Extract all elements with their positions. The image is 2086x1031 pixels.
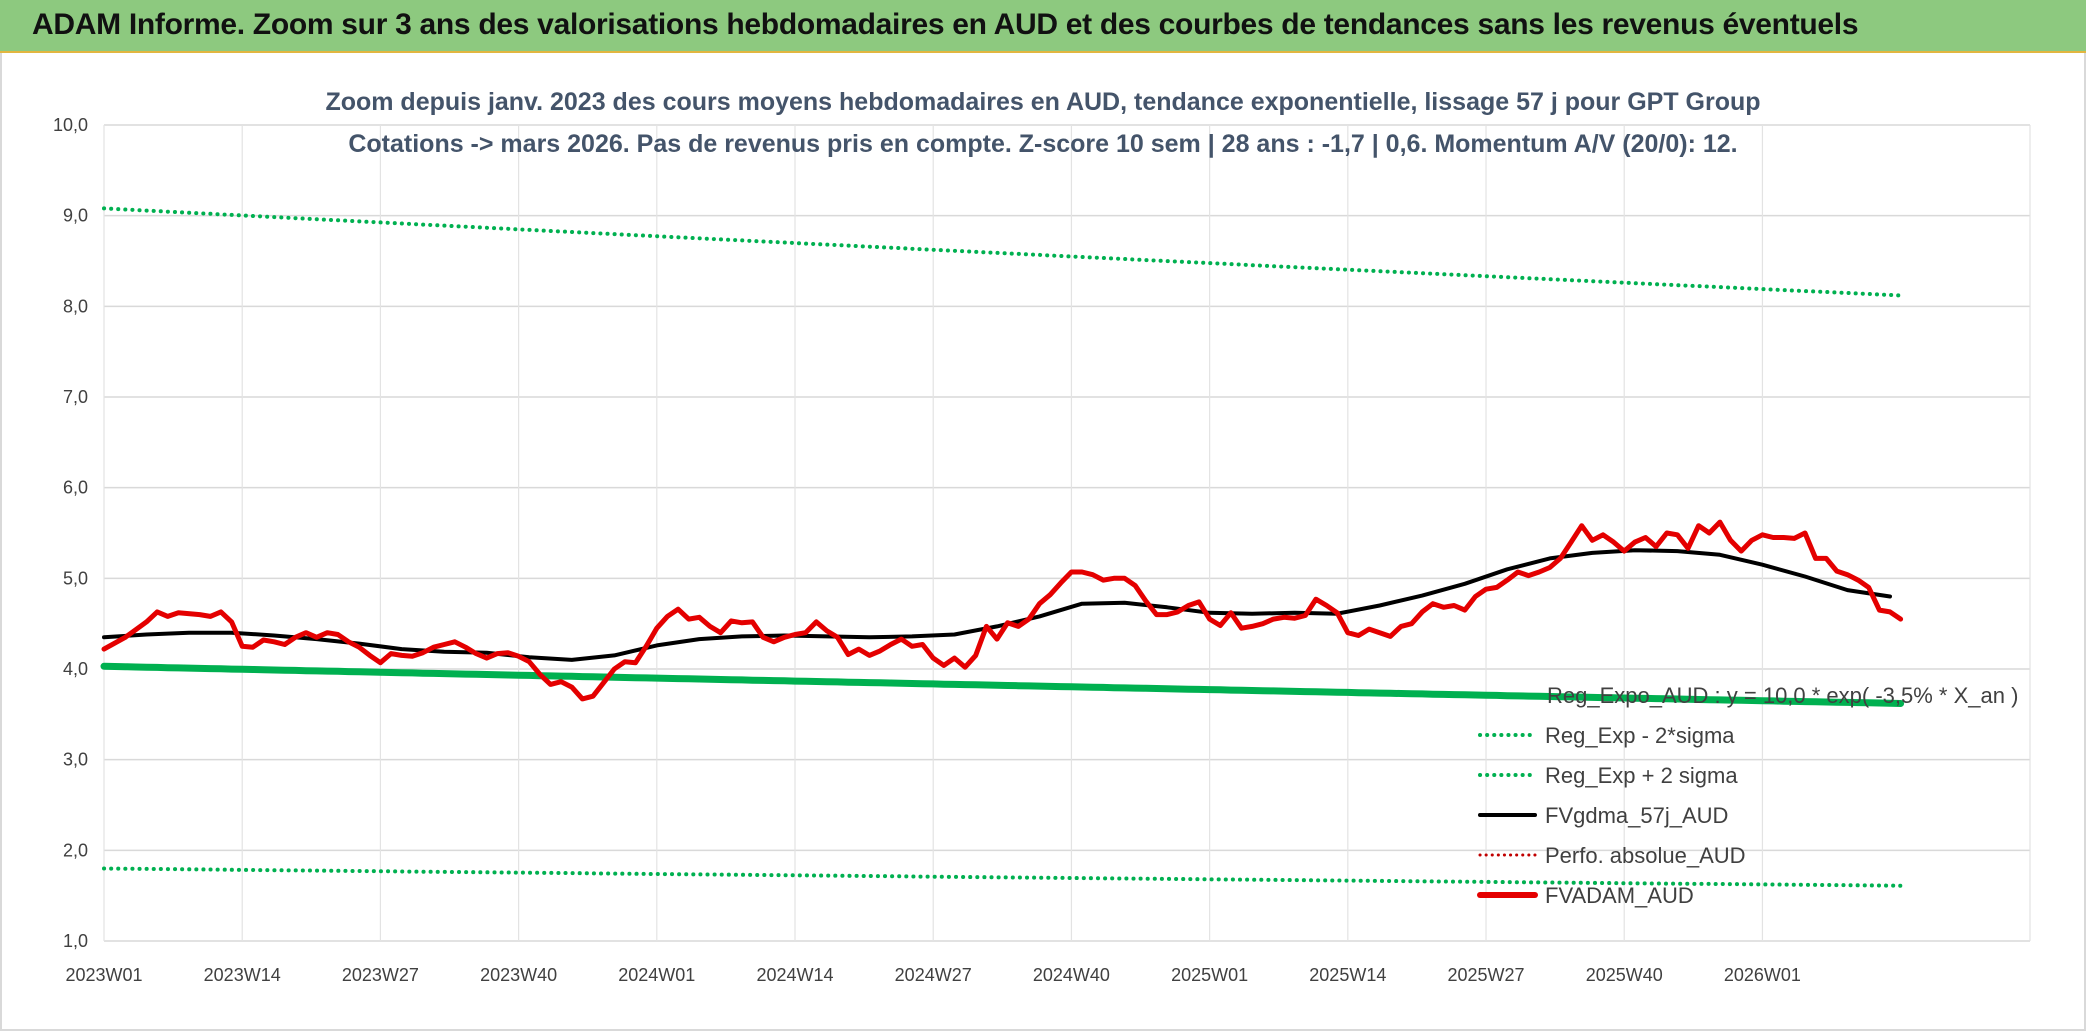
- x-tick-label: 2024W27: [895, 965, 972, 985]
- x-tick-label: 2025W14: [1309, 965, 1386, 985]
- x-tick-label: 2023W40: [480, 965, 557, 985]
- x-tick-label: 2023W14: [204, 965, 281, 985]
- valuation-line: [101, 519, 1904, 702]
- chart-subtitle: Cotations -> mars 2026. Pas de revenus p…: [348, 130, 1737, 158]
- legend-label: FVADAM_AUD: [1545, 883, 1694, 908]
- x-tick-label: 2024W14: [756, 965, 833, 985]
- plot-area: [100, 206, 1905, 888]
- y-tick-label: 5,0: [63, 568, 88, 588]
- y-tick-label: 6,0: [63, 478, 88, 498]
- legend-label: Perfo. absolue_AUD: [1545, 843, 1746, 868]
- x-tick-label: 2024W01: [618, 965, 695, 985]
- y-tick-label: 9,0: [63, 206, 88, 226]
- chart-title: Zoom depuis janv. 2023 des cours moyens …: [325, 88, 1760, 116]
- chart-frame: [0, 53, 2086, 1031]
- legend-label: Reg_Expo_AUD : y = 10,0 * exp( -3,5% * X…: [1547, 683, 2018, 708]
- sigma-minus-dotted-line: [102, 866, 1903, 888]
- y-tick-label: 8,0: [63, 296, 88, 316]
- y-axis-ticks: 1,0 2,0 3,0 4,0 5,0 6,0 7,0 8,0 9,0 10,0: [53, 115, 88, 951]
- y-tick-label: 1,0: [63, 931, 88, 951]
- page-title: ADAM Informe. Zoom sur 3 ans des valoris…: [32, 8, 1859, 41]
- x-tick-label: 2025W40: [1586, 965, 1663, 985]
- legend-label: Reg_Exp + 2 sigma: [1545, 763, 1738, 788]
- legend-label: FVgdma_57j_AUD: [1545, 803, 1728, 828]
- y-tick-label: 10,0: [53, 115, 88, 135]
- x-tick-label: 2024W40: [1033, 965, 1110, 985]
- x-tick-label: 2023W01: [65, 965, 142, 985]
- sigma-plus-dotted-line: [102, 206, 1903, 298]
- x-tick-label: 2026W01: [1724, 965, 1801, 985]
- x-tick-label: 2025W27: [1447, 965, 1524, 985]
- moving-average-line: [102, 548, 1892, 662]
- y-tick-label: 7,0: [63, 387, 88, 407]
- chart-grid: [103, 124, 2031, 942]
- x-axis-ticks: 2023W01 2023W14 2023W27 2023W40 2024W01 2024W…: [65, 965, 1800, 985]
- header-banner: ADAM Informe. Zoom sur 3 ans des valoris…: [0, 0, 2086, 53]
- y-tick-label: 2,0: [63, 840, 88, 860]
- trend-line: [100, 662, 1905, 707]
- x-tick-label: 2023W27: [342, 965, 419, 985]
- legend-label: Reg_Exp - 2*sigma: [1545, 723, 1735, 748]
- y-tick-label: 4,0: [63, 659, 88, 679]
- chart-legend: Reg_Expo_AUD : y = 10,0 * exp( -3,5% * X…: [1477, 683, 2018, 908]
- x-tick-label: 2025W01: [1171, 965, 1248, 985]
- y-tick-label: 3,0: [63, 750, 88, 770]
